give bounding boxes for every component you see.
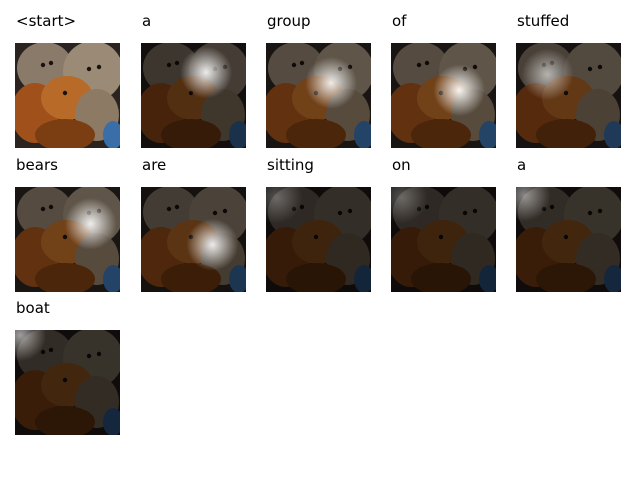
teddy-bears-image (391, 187, 496, 292)
teddy-bears-image (15, 187, 120, 292)
attention-spot (305, 56, 358, 109)
token-label: <start> (16, 12, 77, 30)
token-label: of (392, 12, 407, 30)
token-label: on (392, 156, 411, 174)
attention-spot (391, 187, 428, 224)
attention-map-image (15, 187, 120, 292)
attention-map-image (391, 187, 496, 292)
teddy-bears-image (266, 187, 371, 292)
token-label: a (142, 12, 152, 30)
token-label: are (142, 156, 167, 174)
token-label: sitting (267, 156, 314, 174)
attention-map-image (266, 43, 371, 148)
teddy-bears-image (516, 187, 621, 292)
attention-spot (266, 187, 303, 224)
attention-map-image (15, 43, 120, 148)
attention-map-image (516, 43, 621, 148)
token-label: a (517, 156, 527, 174)
attention-spot (180, 46, 233, 99)
teddy-bears-image (15, 43, 120, 148)
attention-spot (64, 197, 117, 250)
attention-map-image (141, 43, 246, 148)
teddy-bears-image (516, 43, 621, 148)
teddy-bears-image (141, 187, 246, 292)
attention-map-image (391, 43, 496, 148)
teddy-bears-image (141, 43, 246, 148)
attention-map-image (15, 330, 120, 435)
attention-map-image (266, 187, 371, 292)
token-label: boat (16, 299, 50, 317)
token-label: stuffed (517, 12, 570, 30)
token-label: bears (16, 156, 58, 174)
attention-map-image (141, 187, 246, 292)
teddy-bears-image (266, 43, 371, 148)
attention-spot (186, 218, 239, 271)
teddy-bears-image (15, 330, 120, 435)
attention-spot (15, 330, 47, 362)
attention-spot (516, 187, 551, 222)
teddy-bears-image (391, 43, 496, 148)
attention-spot (433, 64, 486, 117)
attention-map-image (516, 187, 621, 292)
attention-spot (521, 48, 574, 101)
token-label: group (267, 12, 311, 30)
